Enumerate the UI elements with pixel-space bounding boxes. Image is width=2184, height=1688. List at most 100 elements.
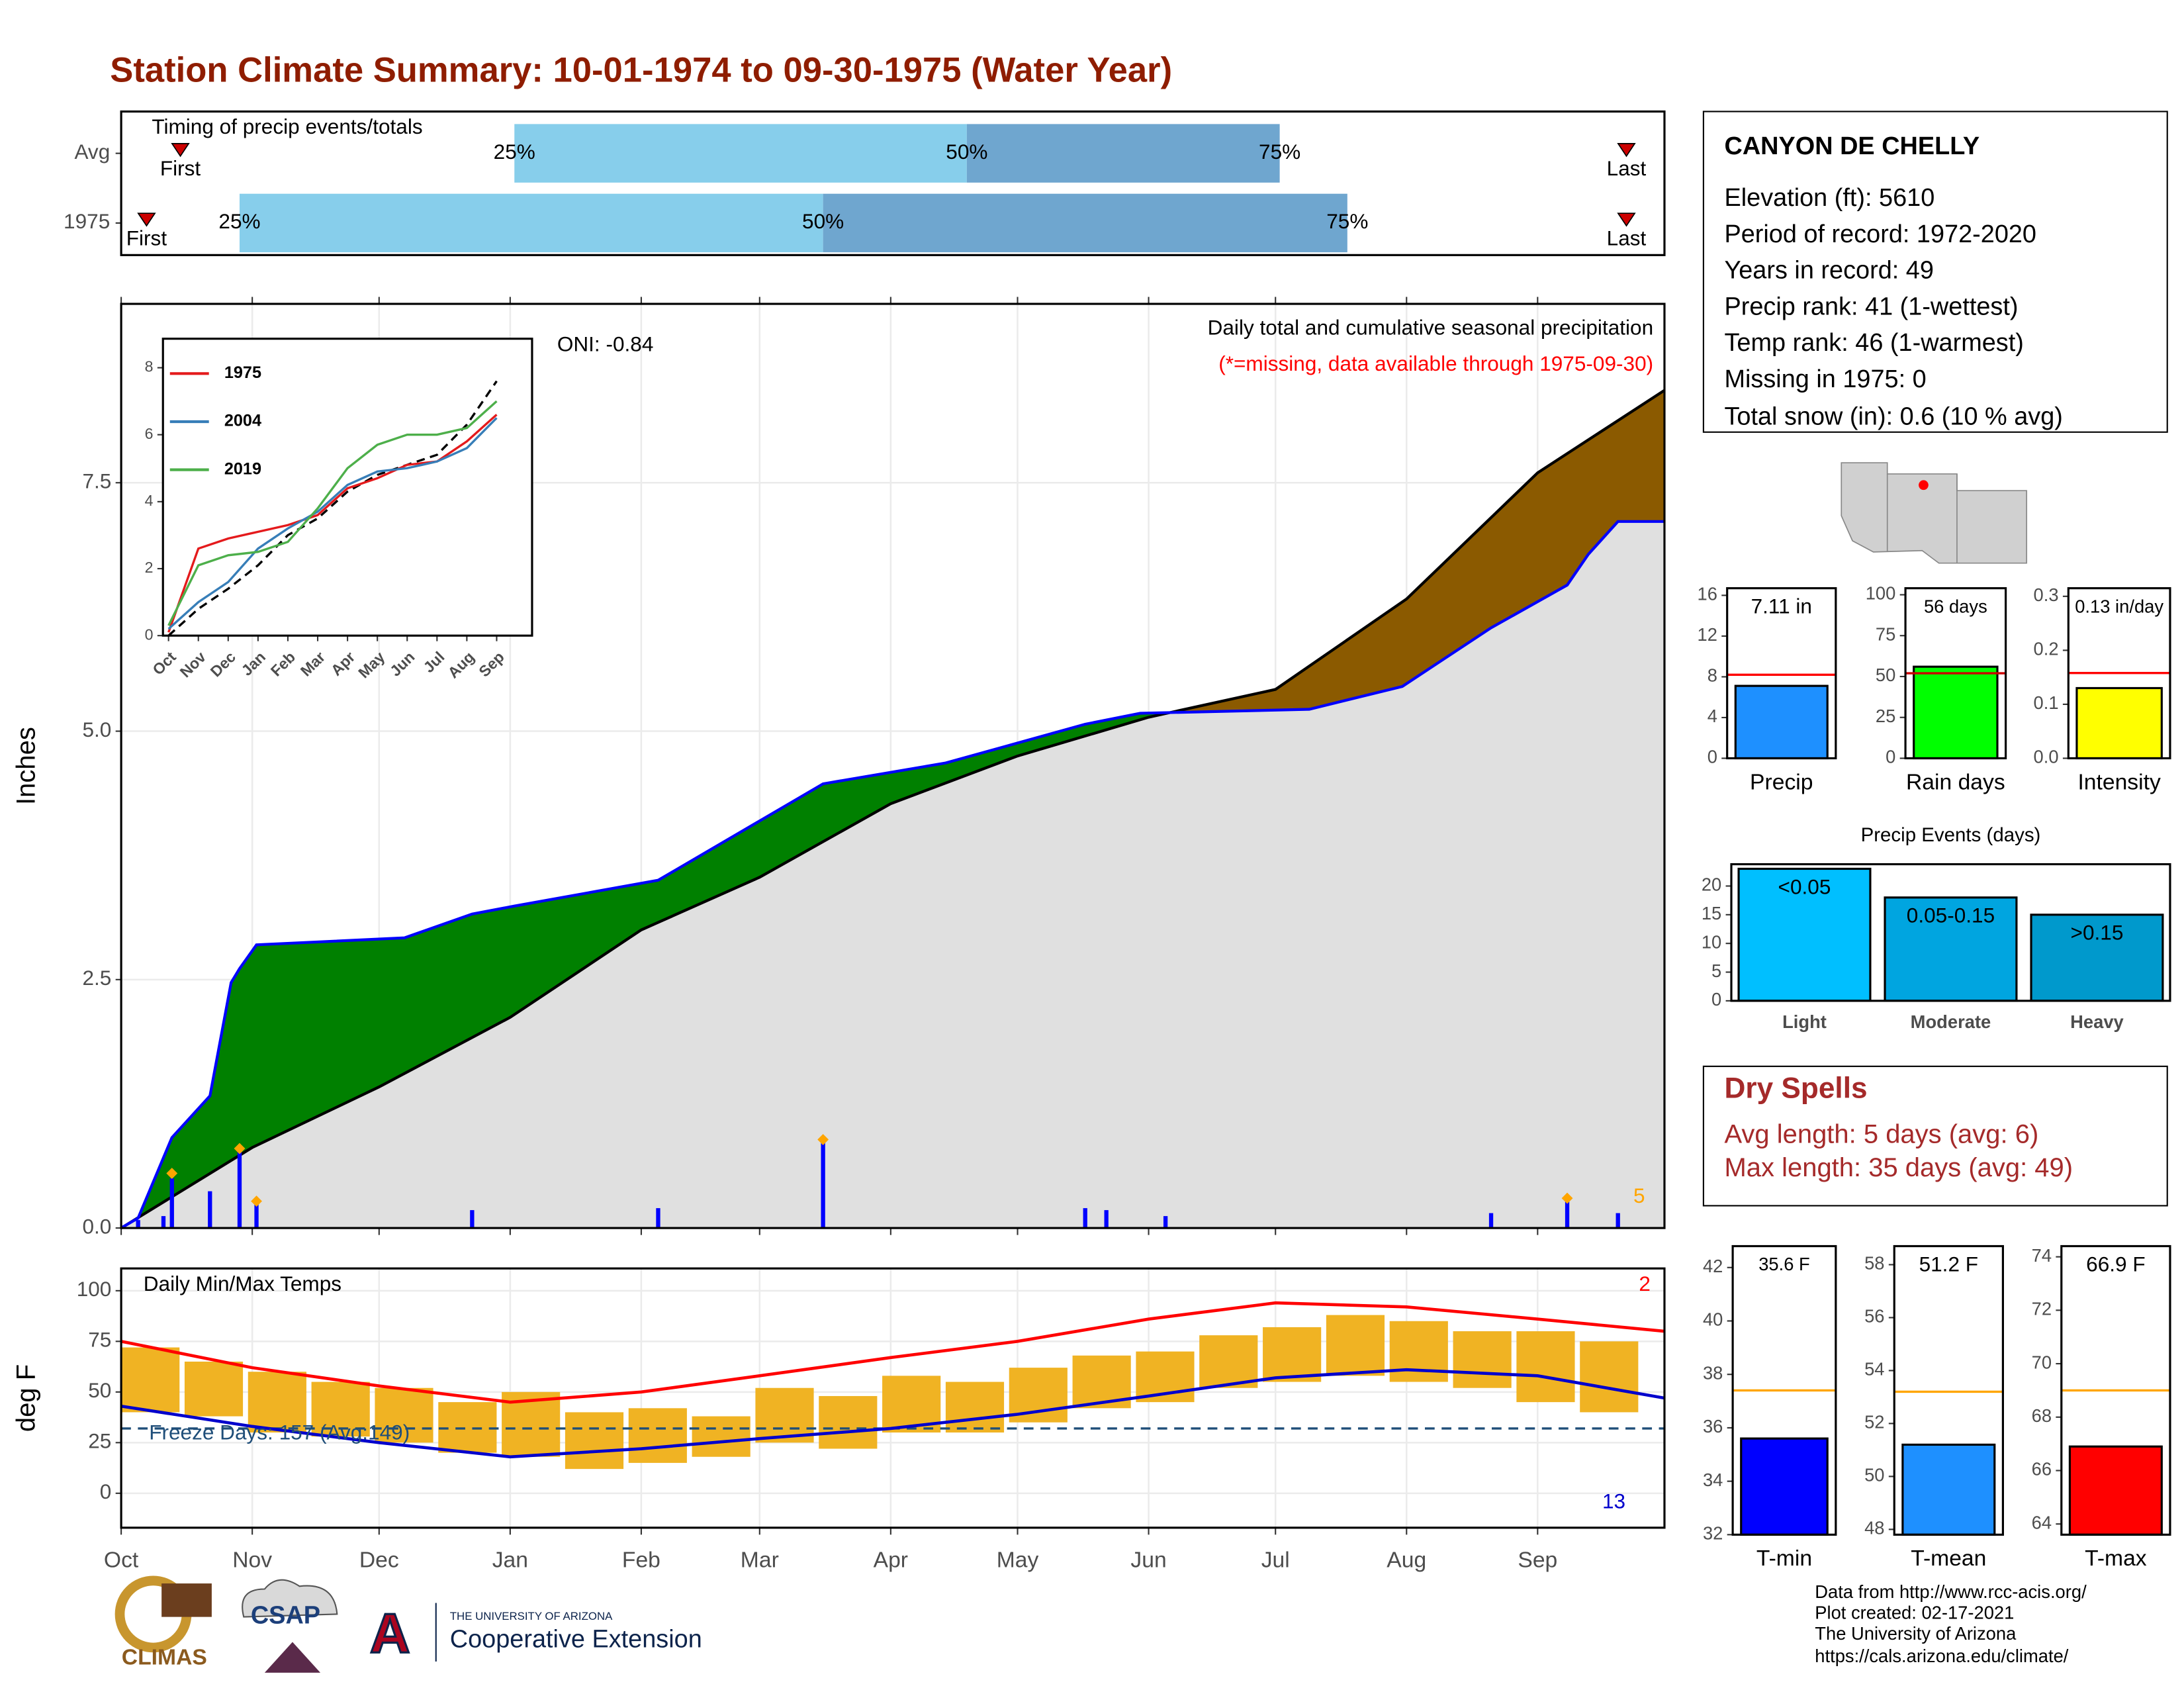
y-tick-label: 48 — [1864, 1518, 1884, 1538]
record-count: 5 — [1633, 1184, 1645, 1207]
climas-logo — [161, 1583, 212, 1617]
plot-frame — [120, 1267, 1666, 1529]
average-line — [167, 380, 498, 637]
summary-bar — [2075, 686, 2163, 760]
y-tick-label: 0.0 — [82, 1214, 111, 1238]
y-tick-label: 0 — [1886, 747, 1895, 767]
plot-frame — [1726, 587, 1837, 760]
marker-label: Last — [1607, 226, 1647, 250]
station-line: Period of record: 1972-2020 — [1724, 220, 2036, 248]
x-tick-label: Nov — [232, 1548, 272, 1572]
value-label: 51.2 F — [1919, 1252, 1978, 1276]
value-label: 7.11 in — [1751, 594, 1812, 618]
temp-range-bar — [565, 1412, 624, 1470]
daily-precip-bar — [254, 1201, 259, 1229]
chart-title: Precip Events (days) — [1861, 824, 2041, 846]
y-tick-label: 4 — [1707, 706, 1717, 726]
station-line: Missing in 1975: 0 — [1724, 365, 1926, 393]
chart-title: Daily total and cumulative seasonal prec… — [1208, 315, 1654, 339]
series-line — [167, 400, 498, 626]
x-tick-label: Heavy — [2070, 1011, 2124, 1032]
station-line: Total snow (in): 0.6 (10 % avg) — [1724, 403, 2062, 431]
quantile-label: 25% — [494, 140, 535, 164]
y-tick-label: 58 — [1864, 1253, 1884, 1274]
chart-title: Daily Min/Max Temps — [144, 1272, 341, 1295]
event-marker — [166, 1168, 178, 1179]
y-tick-label: 20 — [1702, 874, 1721, 895]
summary-bar — [2068, 1445, 2163, 1536]
station-line: Precip rank: 41 (1-wettest) — [1724, 293, 2018, 320]
logos: CLIMAS CSAP A THE UNIVERSITY OF ARIZONA … — [114, 1575, 702, 1673]
y-tick-label: 74 — [2032, 1245, 2052, 1266]
daily-precip-bar — [470, 1210, 475, 1229]
y-tick-label: 0 — [1707, 747, 1717, 767]
legend-label: 2019 — [224, 459, 261, 478]
timing-bar — [966, 124, 1280, 183]
y-tick-label: 42 — [1703, 1256, 1723, 1276]
marker-label: Last — [1607, 156, 1647, 180]
temp-range-bar — [1580, 1341, 1639, 1413]
bar — [2030, 914, 2164, 1002]
y-tick-label: 5 — [1711, 961, 1721, 981]
temp-range-bar — [628, 1408, 687, 1463]
x-tick-label: Jan — [492, 1548, 528, 1572]
x-tick-label: Dec — [359, 1548, 399, 1572]
row-label: 1975 — [64, 209, 110, 233]
marker-label: First — [126, 226, 167, 250]
bin-label: >0.15 — [2071, 921, 2124, 945]
temp-range-bar — [1263, 1327, 1322, 1382]
y-tick-label: 75 — [88, 1328, 111, 1352]
quantile-label: 50% — [946, 140, 987, 164]
page-title: Station Climate Summary: 10-01-1974 to 0… — [110, 50, 1172, 89]
x-tick-label: Sep — [1518, 1548, 1557, 1572]
record-lows: 13 — [1602, 1489, 1625, 1513]
bin-label: <0.05 — [1778, 874, 1831, 898]
timing-marker — [1617, 212, 1636, 227]
station-line: Temp rank: 46 (1-warmest) — [1724, 329, 2023, 357]
y-tick-label: 0 — [100, 1479, 112, 1503]
plot-frame — [161, 338, 533, 637]
x-tick-label: Oct — [104, 1548, 139, 1572]
temp-range-bar — [1516, 1331, 1575, 1403]
summary-bar — [1913, 665, 1999, 760]
x-tick-label: Apr — [874, 1548, 908, 1572]
y-tick-label: 64 — [2032, 1512, 2052, 1532]
daily-precip-bar — [136, 1220, 140, 1229]
temp-range-bar — [248, 1372, 306, 1433]
quantile-label: 25% — [218, 209, 260, 233]
y-tick-label: 100 — [77, 1277, 112, 1301]
footer-line: The University of Arizona — [1815, 1623, 2017, 1644]
y-tick-label: 0 — [1711, 989, 1721, 1009]
csap-logo — [242, 1579, 338, 1618]
y-tick-label: 100 — [1866, 583, 1896, 604]
y-tick-label: 8 — [145, 358, 154, 375]
value-label: 35.6 F — [1758, 1254, 1810, 1274]
daily-precip-bar — [821, 1139, 825, 1229]
plot-frame — [120, 303, 1666, 1229]
y-tick-label: 25 — [1876, 706, 1895, 726]
station-name: CANYON DE CHELLY — [1724, 132, 1979, 160]
y-tick-label: 52 — [1864, 1412, 1884, 1432]
average-temp-line — [120, 1301, 1665, 1404]
quantile-label: 75% — [1326, 209, 1368, 233]
station-line: Elevation (ft): 5610 — [1724, 184, 1934, 212]
dry-spell-box — [1702, 1065, 2168, 1207]
y-tick-label: 50 — [1876, 665, 1895, 685]
y-tick-label: 72 — [2032, 1299, 2052, 1319]
station-line: Years in record: 49 — [1724, 257, 1933, 285]
y-tick-label: 56 — [1864, 1306, 1884, 1327]
row-label: Avg — [74, 140, 110, 164]
oni-label: ONI: -0.84 — [557, 332, 654, 356]
daily-precip-bar — [208, 1191, 212, 1229]
value-label: 0.13 in/day — [2075, 596, 2163, 616]
temp-range-bar — [1453, 1331, 1512, 1388]
logo-text: Cooperative Extension — [450, 1625, 702, 1653]
footer-line: https://cals.arizona.edu/climate/ — [1815, 1646, 2069, 1666]
daily-precip-bar — [161, 1216, 166, 1229]
footer-line: Plot created: 02-17-2021 — [1815, 1603, 2014, 1623]
daily-precip-bar — [237, 1145, 242, 1229]
temp-range-bar — [755, 1387, 814, 1443]
timing-marker — [137, 212, 156, 227]
dry-spell-title: Dry Spells — [1724, 1072, 1867, 1104]
y-axis-title: deg F — [12, 1364, 41, 1432]
